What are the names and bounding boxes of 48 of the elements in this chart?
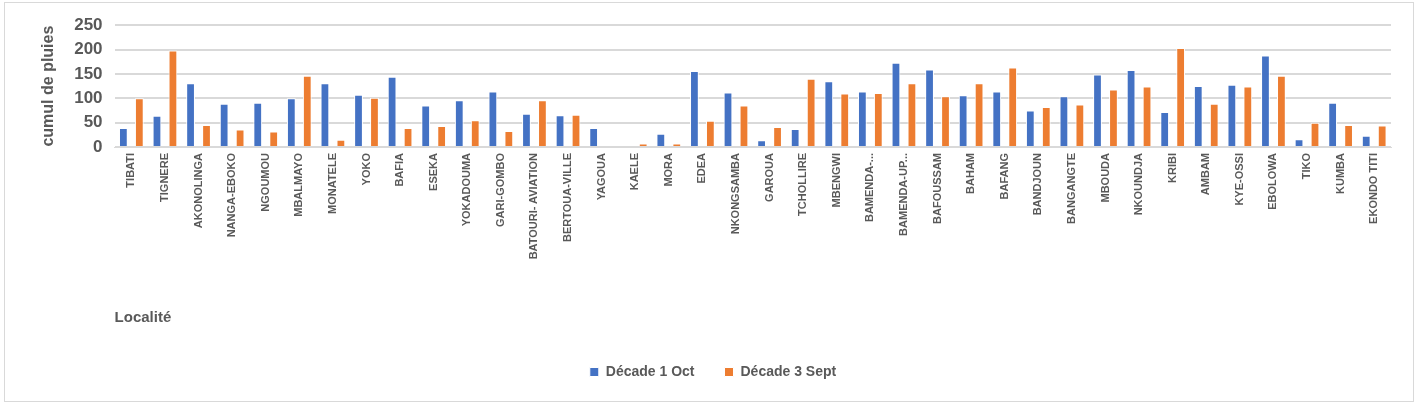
legend-label: Décade 3 Sept (740, 362, 837, 379)
y-tick-label: 250 (74, 14, 103, 34)
x-tick-label: YOKO (359, 152, 372, 186)
legend-label: Décade 1 Oct (605, 362, 695, 379)
x-tick-label: NGOUMOU (258, 152, 271, 212)
x-tick-label: KYE-OSSI (1232, 153, 1245, 206)
x-tick-label: KAELE (628, 153, 641, 191)
x-tick-label: BAFANG (997, 153, 1010, 200)
x-tick-label: NKONGSAMBA (729, 152, 742, 235)
y-tick-label: 150 (74, 63, 103, 83)
y-tick-label: 100 (74, 87, 103, 107)
y-tick-label: 50 (83, 112, 103, 132)
x-tick-label: TIKO (1300, 152, 1313, 180)
y-tick-label: 0 (93, 136, 103, 156)
x-tick-label: BAFIA (393, 152, 406, 187)
x-tick-label: YOKADOUMA (460, 152, 473, 227)
x-tick-label: BANGANGTE (1064, 153, 1077, 224)
x-tick-label: MBALMAYO (292, 152, 305, 217)
x-tick-label: EBOLOWA (1266, 152, 1279, 210)
x-tick-label: GAROUA (762, 152, 775, 202)
x-tick-label: BANDJOUN (1031, 152, 1044, 216)
x-tick-label: TIBATI (124, 153, 137, 188)
x-tick-label: EKONDO TITI (1367, 153, 1380, 224)
x-tick-label: BAMENDA-... (863, 153, 876, 223)
x-tick-label: BERTOUA-VILLE (561, 153, 574, 243)
x-tick-label: KRIBI (1165, 153, 1178, 183)
x-tick-label: BAHAM (964, 153, 977, 194)
x-tick-label: KUMBA (1333, 152, 1346, 194)
x-tick-label: NANGA-EBOKO (225, 152, 238, 238)
x-tick-label: MBENGWI (829, 153, 842, 208)
x-tick-label: AMBAM (1199, 153, 1212, 196)
x-tick-label: MBOUDA (1098, 152, 1111, 203)
x-tick-label: MONATELE (325, 153, 338, 214)
y-tick-label: 200 (74, 39, 103, 59)
x-tick-label: YAGOUA (594, 152, 607, 201)
x-tick-label: GARI-GOMBO (493, 152, 506, 227)
x-tick-label: AKONOLINGA (191, 152, 204, 229)
x-tick-label: TCHOLLIRE (796, 153, 809, 216)
x-tick-label: MORA (661, 152, 674, 187)
x-tick-label: ESEKA (426, 152, 439, 191)
x-tick-label: EDEA (695, 152, 708, 184)
x-tick-label: BAFOUSSAM (930, 153, 943, 224)
x-tick-label: TIGNERE (157, 153, 170, 202)
x-tick-label: NKOUNDJA (1132, 152, 1145, 216)
x-tick-label: BAMENDA-UP... (896, 153, 909, 236)
y-axis-title: cumul de pluies (39, 25, 57, 147)
x-tick-label: BATOURI- AVIATION (527, 152, 540, 260)
x-axis-title: Localité (114, 308, 172, 326)
